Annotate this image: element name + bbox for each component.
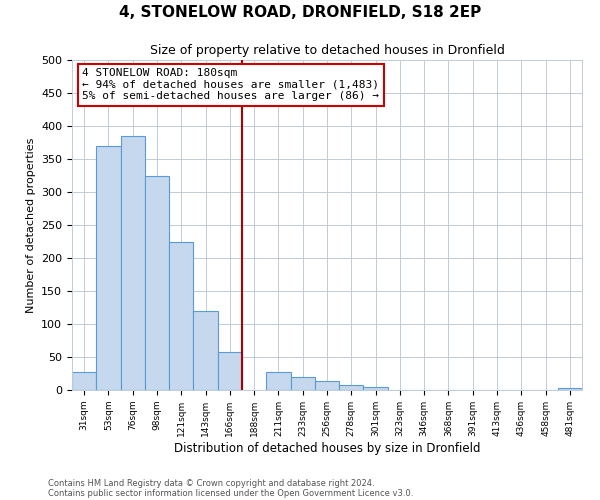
Bar (339, 386, 364, 390)
Bar (218, 352, 242, 390)
Text: Contains public sector information licensed under the Open Government Licence v3: Contains public sector information licen… (48, 488, 413, 498)
Text: 4, STONELOW ROAD, DRONFIELD, S18 2EP: 4, STONELOW ROAD, DRONFIELD, S18 2EP (119, 5, 481, 20)
Bar (193, 311, 218, 390)
Bar (364, 386, 388, 390)
Text: 4 STONELOW ROAD: 180sqm
← 94% of detached houses are smaller (1,483)
5% of semi-: 4 STONELOW ROAD: 180sqm ← 94% of detache… (82, 68, 379, 102)
X-axis label: Distribution of detached houses by size in Dronfield: Distribution of detached houses by size … (174, 442, 480, 454)
Bar (266, 372, 290, 390)
Bar (315, 381, 339, 390)
Bar (169, 242, 193, 390)
Bar (72, 372, 96, 390)
Text: Contains HM Land Registry data © Crown copyright and database right 2024.: Contains HM Land Registry data © Crown c… (48, 478, 374, 488)
Title: Size of property relative to detached houses in Dronfield: Size of property relative to detached ho… (149, 44, 505, 58)
Bar (558, 388, 582, 390)
Bar (121, 136, 145, 390)
Bar (290, 377, 315, 390)
Y-axis label: Number of detached properties: Number of detached properties (26, 138, 35, 312)
Bar (145, 176, 169, 390)
Bar (96, 146, 121, 390)
